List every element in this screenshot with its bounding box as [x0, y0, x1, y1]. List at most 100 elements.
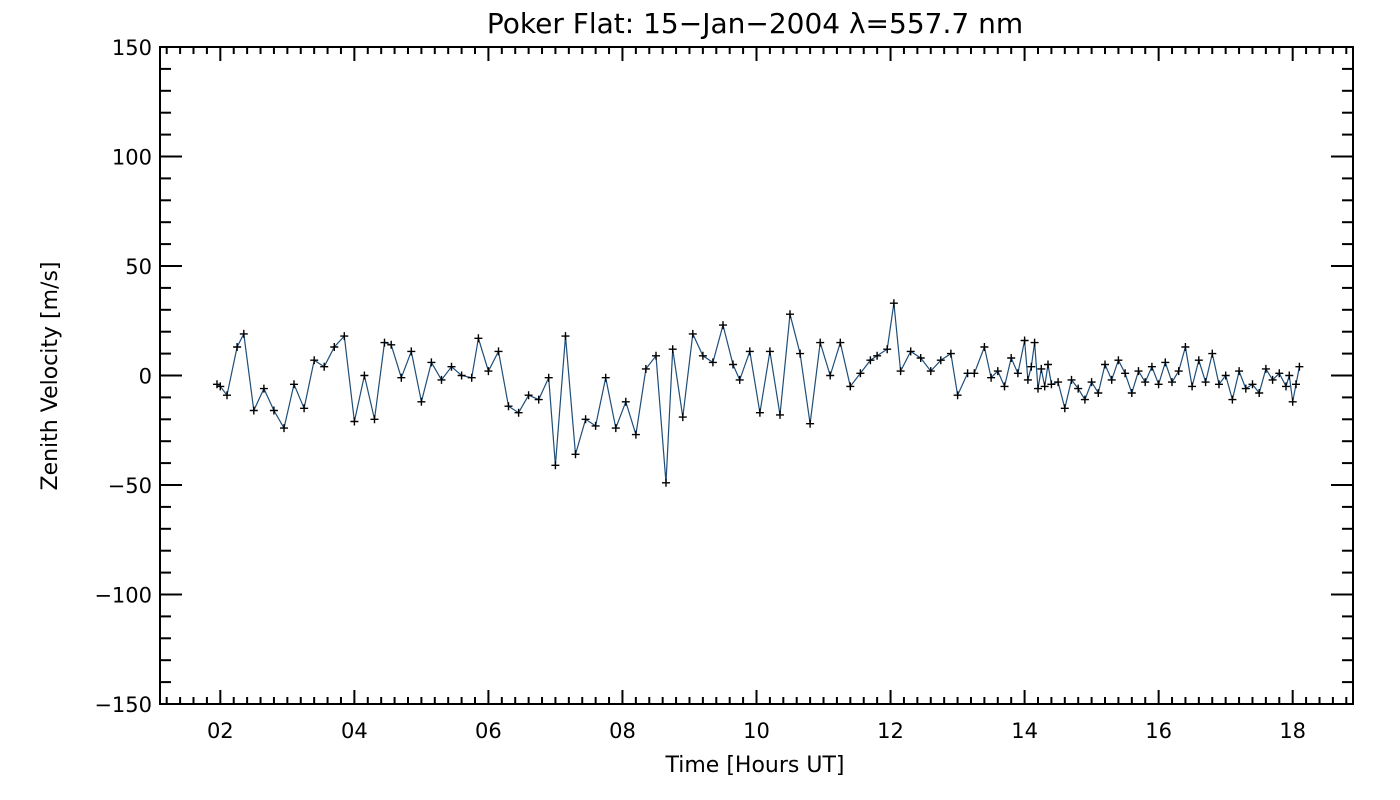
y-axis-label: Zenith Velocity [m/s]	[38, 262, 63, 491]
data-point-marker	[1221, 371, 1230, 380]
data-point-marker	[993, 367, 1002, 376]
data-point-marker	[1174, 367, 1183, 376]
data-point-marker	[1101, 360, 1109, 369]
data-point-marker	[1147, 362, 1156, 371]
data-point-marker	[350, 417, 359, 426]
data-point-marker	[1020, 336, 1029, 345]
data-point-marker	[906, 347, 915, 356]
data-point-marker	[370, 415, 379, 424]
data-point-marker	[856, 369, 865, 378]
data-point-marker	[484, 367, 493, 376]
data-point-marker	[1248, 380, 1257, 389]
data-point-marker	[662, 478, 670, 487]
y-tick-label: −50	[108, 474, 152, 498]
data-point-marker	[524, 391, 533, 400]
x-tick-label: 02	[207, 719, 234, 743]
data-point-marker	[1241, 384, 1250, 393]
data-point-marker	[1074, 384, 1083, 393]
data-point-marker	[269, 406, 278, 415]
data-point-marker	[641, 364, 650, 373]
data-point-marker	[688, 329, 697, 338]
data-point-marker	[816, 338, 825, 347]
x-tick-label: 06	[475, 719, 502, 743]
data-point-marker	[494, 347, 503, 356]
data-point-marker	[1255, 389, 1264, 397]
data-point-marker	[1007, 354, 1016, 362]
data-point-marker	[280, 424, 288, 433]
data-point-marker	[729, 360, 737, 369]
data-point-marker	[1282, 382, 1290, 391]
data-point-marker	[1121, 369, 1130, 378]
data-point-marker	[873, 351, 882, 360]
data-point-marker	[970, 369, 979, 378]
series-line	[216, 303, 1300, 483]
data-point-marker	[1054, 378, 1063, 387]
data-point-marker	[1292, 380, 1300, 389]
data-point-marker	[1295, 362, 1304, 371]
data-point-marker	[467, 373, 476, 382]
data-point-marker	[551, 461, 560, 470]
axis-tick-labels: 02 04 06 08 10 12 14 16 18 −150 −100 −50 0 50 100 150	[94, 36, 1306, 743]
data-point-marker	[387, 340, 396, 349]
x-tick-label: 10	[743, 719, 770, 743]
chart-title: Poker Flat: 15−Jan−2004 λ=557.7 nm	[487, 7, 1023, 40]
data-point-marker	[1208, 349, 1217, 358]
data-point-marker	[786, 310, 794, 319]
data-point-marker	[936, 356, 945, 365]
data-point-marker	[1047, 380, 1056, 389]
data-point-marker	[1261, 364, 1270, 373]
data-point-marker	[1013, 369, 1022, 378]
x-tick-label: 14	[1011, 719, 1038, 743]
y-tick-label: 150	[112, 36, 152, 60]
data-point-marker	[1037, 364, 1046, 373]
data-point-marker	[883, 345, 892, 354]
axis-ticks	[160, 46, 1353, 705]
data-point-marker	[1285, 371, 1294, 380]
data-point-marker	[698, 351, 707, 360]
data-point-marker	[591, 421, 600, 430]
data-point-marker	[776, 410, 784, 419]
data-point-marker	[1027, 362, 1036, 371]
data-point-marker	[1134, 367, 1143, 376]
x-tick-label: 12	[877, 719, 904, 743]
data-point-marker	[474, 334, 483, 343]
x-tick-label: 04	[341, 719, 368, 743]
data-point-marker	[1188, 382, 1197, 391]
data-point-marker	[249, 406, 258, 415]
data-point-marker	[239, 329, 248, 338]
data-point-marker	[1268, 375, 1277, 384]
data-point-marker	[1215, 380, 1223, 389]
x-tick-label: 16	[1145, 719, 1172, 743]
data-point-marker	[987, 373, 996, 382]
data-point-marker	[330, 343, 339, 351]
data-point-marker	[652, 351, 660, 360]
data-point-marker	[846, 382, 855, 391]
series-lines	[216, 303, 1300, 483]
data-point-marker	[544, 373, 553, 382]
data-point-marker	[1288, 397, 1297, 406]
data-point-marker	[1201, 378, 1210, 387]
data-point-marker	[1040, 382, 1049, 391]
data-point-marker	[514, 408, 523, 417]
data-point-marker	[427, 358, 436, 367]
data-point-marker	[1127, 389, 1136, 397]
y-tick-label: 50	[125, 255, 152, 279]
data-point-marker	[826, 371, 835, 380]
data-point-marker	[397, 373, 406, 382]
data-point-marker	[889, 299, 898, 308]
y-tick-label: −150	[94, 693, 152, 717]
data-point-marker	[745, 347, 754, 356]
data-point-marker	[866, 356, 875, 365]
x-axis-label: Time [Hours UT]	[665, 753, 845, 778]
data-point-marker	[310, 356, 319, 365]
data-point-marker	[1168, 378, 1176, 387]
x-tick-label: 08	[609, 719, 636, 743]
data-point-marker	[735, 375, 744, 384]
data-point-marker	[678, 413, 687, 422]
data-point-marker	[1087, 378, 1096, 387]
data-point-marker	[953, 391, 962, 400]
data-point-marker	[1154, 380, 1163, 389]
data-point-marker	[504, 402, 513, 411]
data-point-marker	[447, 362, 456, 371]
data-point-marker	[836, 338, 845, 347]
